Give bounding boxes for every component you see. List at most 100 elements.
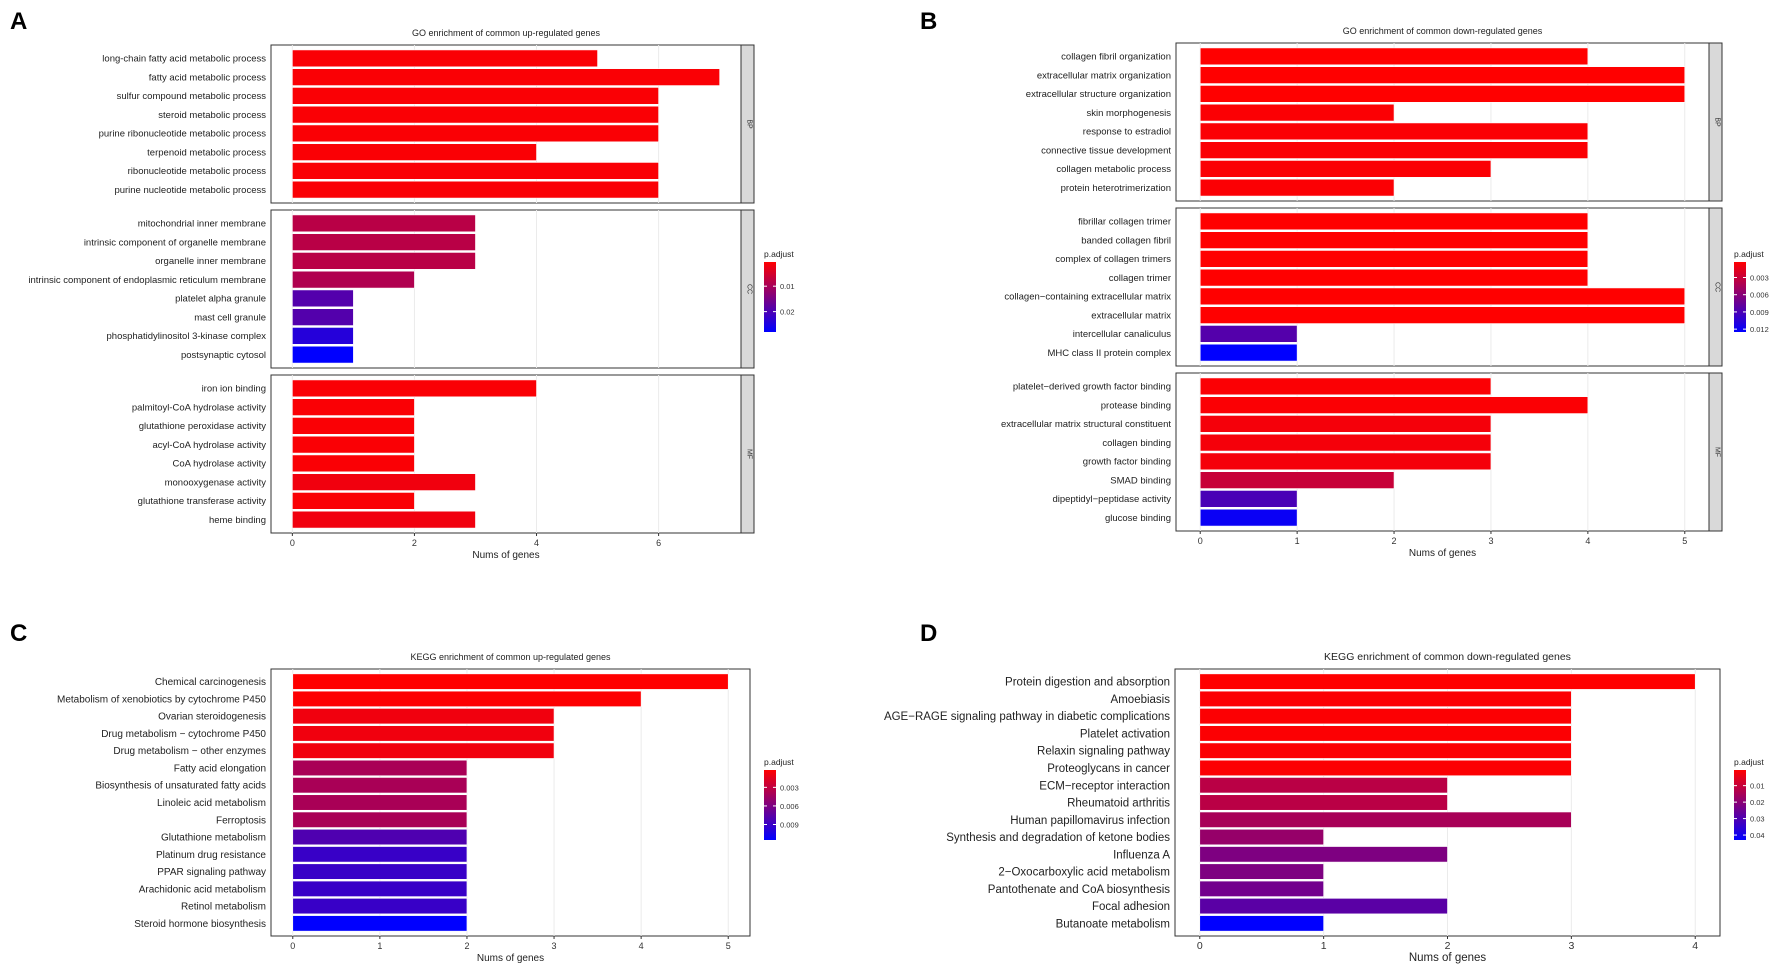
legend-colorbar (764, 770, 776, 840)
category-label: terpenoid metabolic process (147, 147, 266, 158)
legend-tick-label: 0.02 (1750, 798, 1765, 807)
category-label: long-chain fatty acid metabolic process (102, 54, 266, 65)
facet-strip-label: CC (746, 284, 753, 294)
category-label: phosphatidylinositol 3-kinase complex (107, 331, 267, 342)
bar (292, 690, 642, 707)
bar (292, 233, 476, 251)
x-tick-label: 1 (1321, 940, 1327, 952)
facet-strip-label: MF (746, 449, 753, 459)
facet-strip-label: MF (1714, 447, 1721, 457)
bar (1199, 433, 1492, 452)
category-label: Arachidonic acid metabolism (139, 884, 266, 895)
category-label: connective tissue development (1041, 145, 1171, 156)
bar (292, 435, 415, 454)
legend-title: p.adjust (1734, 249, 1764, 259)
legend-colorbar (764, 262, 776, 332)
chart-title: GO enrichment of common up-regulated gen… (412, 28, 601, 38)
panel-label-d: D (920, 620, 938, 647)
bar (292, 124, 659, 143)
facet-strip (1708, 207, 1723, 367)
legend-tick-label: 0.009 (1750, 308, 1769, 317)
category-label: Drug metabolism − other enzymes (113, 746, 266, 757)
category-label: purine ribonucleotide metabolic process (99, 129, 267, 140)
facet-strip (740, 44, 755, 204)
x-tick-label: 2 (1445, 940, 1451, 952)
x-axis-label: Nums of genes (1409, 548, 1476, 559)
bar (1199, 794, 1448, 811)
chart-title: KEGG enrichment of common down-regulated… (1324, 651, 1571, 663)
facet-strip-label: CC (1714, 282, 1721, 292)
bar (1199, 828, 1324, 846)
x-tick-label: 3 (1488, 536, 1493, 546)
chart-title: GO enrichment of common down-regulated g… (1343, 26, 1543, 36)
chart-title: KEGG enrichment of common up-regulated g… (410, 652, 611, 662)
category-label: extracellular matrix organization (1037, 70, 1171, 81)
category-label: Ovarian steroidogenesis (158, 712, 266, 723)
category-label: Proteoglycans in cancer (1047, 763, 1170, 775)
bar (292, 794, 468, 811)
x-tick-label: 1 (1295, 536, 1300, 546)
legend-tick-label: 0.012 (1750, 325, 1769, 334)
bar (292, 327, 354, 345)
bar (292, 777, 468, 794)
bar (1199, 759, 1572, 777)
category-label: dipeptidyl−peptidase activity (1052, 494, 1171, 505)
bar (292, 308, 354, 326)
bar (292, 214, 476, 233)
category-label: platelet alpha granule (175, 294, 266, 305)
bar (1199, 103, 1395, 122)
x-tick-label: 0 (290, 538, 295, 548)
bar (1199, 47, 1589, 66)
legend-tick-label: 0.003 (780, 783, 799, 792)
bar (292, 725, 555, 742)
category-label: intrinsic component of organelle membran… (84, 237, 266, 248)
category-label: growth factor binding (1083, 457, 1171, 468)
legend-tick-label: 0.003 (1750, 273, 1769, 282)
bar (1199, 231, 1589, 249)
category-label: glutathione peroxidase activity (139, 421, 267, 432)
bar (292, 345, 354, 364)
x-tick-label: 2 (412, 538, 417, 548)
category-label: MHC class II protein complex (1047, 348, 1171, 359)
category-label: Metabolism of xenobiotics by cytochrome … (57, 694, 266, 705)
category-label: Pantothenate and CoA biosynthesis (988, 884, 1170, 896)
chart-panel-2: KEGG enrichment of common up-regulated g… (57, 652, 799, 964)
bar (292, 180, 659, 199)
chart-panel-1: GO enrichment of common down-regulated g… (1001, 26, 1769, 559)
bar (292, 673, 729, 690)
bar (1199, 811, 1572, 828)
x-tick-label: 5 (726, 941, 731, 951)
x-axis-label: Nums of genes (477, 953, 544, 964)
category-label: SMAD binding (1110, 475, 1171, 486)
bar (1199, 898, 1448, 915)
legend-tick-label: 0.04 (1750, 831, 1765, 840)
legend-title: p.adjust (764, 249, 794, 259)
bar (292, 87, 659, 105)
category-label: protease binding (1101, 400, 1171, 411)
x-tick-label: 3 (1568, 940, 1574, 952)
bar (292, 162, 659, 180)
bar (292, 49, 598, 68)
bar (1199, 863, 1324, 880)
category-label: Glutathione metabolism (161, 833, 266, 844)
bar (292, 846, 468, 863)
category-label: platelet−derived growth factor binding (1013, 382, 1171, 393)
category-label: ribonucleotide metabolic process (128, 166, 267, 177)
facet-strip-label: BP (1714, 117, 1721, 127)
category-label: extracellular structure organization (1026, 89, 1171, 100)
x-tick-label: 0 (290, 941, 295, 951)
bar (1199, 742, 1572, 759)
bar (1199, 452, 1492, 471)
legend-title: p.adjust (1734, 757, 1764, 767)
x-tick-label: 0 (1197, 940, 1203, 952)
category-label: glutathione transferase activity (138, 496, 267, 507)
category-label: Platelet activation (1080, 728, 1170, 740)
category-label: monooxygenase activity (165, 477, 267, 488)
x-tick-label: 6 (656, 538, 661, 548)
legend-tick-label: 0.006 (780, 802, 799, 811)
category-label: fibrillar collagen trimer (1078, 217, 1171, 228)
bar (1199, 325, 1298, 343)
x-tick-label: 5 (1682, 536, 1687, 546)
bar (1199, 508, 1298, 527)
